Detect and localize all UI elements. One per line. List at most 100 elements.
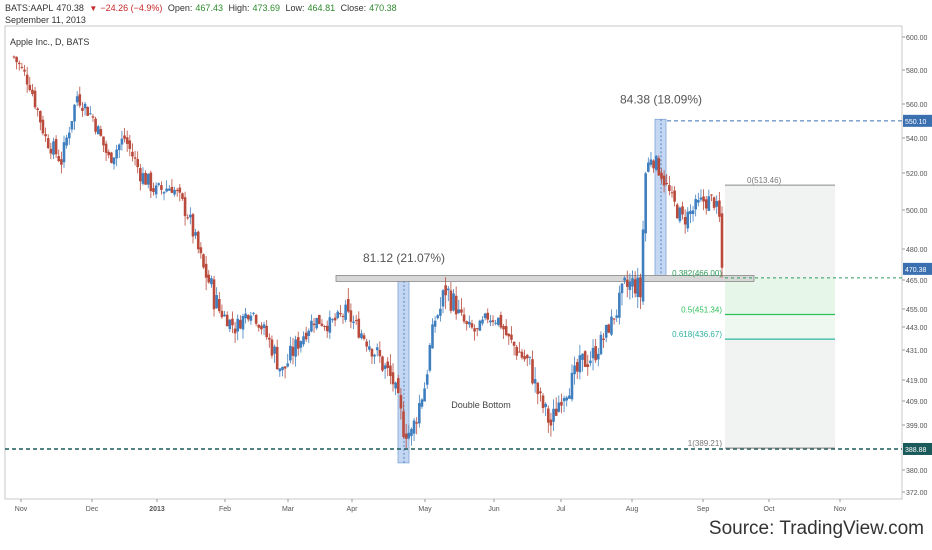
candle-body (339, 312, 342, 315)
fib-zone-upper (725, 185, 835, 278)
candle-body (125, 137, 129, 144)
candle-body (378, 350, 382, 357)
candle-body (99, 129, 103, 136)
x-tick-label: Nov (834, 506, 847, 513)
candle-body (333, 317, 337, 321)
candle-body (262, 324, 266, 328)
candle-body (157, 183, 161, 185)
candle-body (117, 144, 121, 151)
candle-body (523, 356, 526, 360)
candle-body (460, 309, 463, 313)
candle-body (144, 172, 147, 185)
change-value: −24.26 (−4.9%) (100, 3, 163, 13)
candle-body (425, 374, 429, 385)
candle-body (589, 360, 592, 364)
candle-body (273, 346, 276, 354)
candle-body (623, 277, 626, 281)
candle-body (373, 354, 376, 357)
candle-body (281, 366, 284, 371)
candle-body (573, 365, 576, 375)
candle-body (215, 295, 218, 309)
low-value: 464.81 (307, 3, 336, 13)
candle-body (391, 372, 395, 385)
price-marker-label: 550.10 (905, 119, 927, 126)
candle-body (539, 391, 542, 394)
candle-body (510, 334, 513, 340)
candle-body (546, 408, 550, 423)
candle-body (146, 173, 150, 185)
candle-body (512, 341, 516, 346)
candle-body (525, 354, 529, 359)
candle-body (194, 232, 197, 236)
candle-body (615, 315, 619, 318)
candle-body (654, 155, 658, 170)
candle-body (575, 362, 579, 372)
y-tick-label: 500.00 (906, 208, 928, 215)
fib-zone-2 (725, 314, 835, 340)
candle-body (489, 320, 492, 323)
candle-body (431, 324, 434, 349)
candle-body (123, 135, 126, 139)
candle-body (136, 159, 140, 168)
candle-body (544, 403, 547, 407)
plot-frame (4, 25, 903, 500)
candle-body (167, 188, 171, 191)
candle-body (454, 295, 458, 315)
y-tick-label: 409.00 (906, 399, 928, 406)
x-tick-label: Oct (764, 506, 775, 513)
price-marker-label: 388.88 (905, 447, 927, 454)
candle-body (202, 254, 205, 268)
y-tick-label: 560.00 (906, 102, 928, 109)
candle-body (581, 353, 584, 360)
candle-body (515, 346, 519, 356)
candle-body (149, 172, 153, 192)
candle-body (465, 321, 468, 324)
candle-body (412, 420, 416, 434)
candle-body (328, 317, 332, 333)
candle-body (368, 346, 371, 350)
candle-body (428, 345, 432, 371)
candle-body (25, 74, 29, 85)
fib-label-0: 0(513.46) (747, 176, 782, 185)
instrument-label: Apple Inc., D, BATS (10, 37, 90, 47)
date-label: September 11, 2013 (5, 15, 86, 25)
candle-body (294, 339, 297, 357)
candle-body (641, 229, 645, 302)
candle-body (246, 315, 250, 320)
candle-body (341, 315, 345, 317)
candle-body (662, 175, 666, 186)
candle-body (562, 398, 566, 402)
candle-body (291, 346, 295, 356)
candle-body (223, 314, 226, 317)
candle-body (154, 185, 158, 195)
candle-body (207, 274, 211, 283)
candle-body (478, 320, 482, 331)
candle-body (649, 159, 653, 165)
candle-body (112, 157, 116, 165)
candle-body (78, 94, 82, 106)
candle-body (396, 378, 400, 394)
y-tick-label: 540.00 (906, 136, 928, 143)
candle-body (420, 399, 424, 407)
candle-body (228, 319, 232, 330)
candle-body (331, 319, 334, 321)
x-tick-label: Nov (15, 506, 28, 513)
candle-body (639, 277, 642, 298)
candle-body (549, 419, 553, 426)
candle-body (70, 120, 74, 130)
candle-body (486, 312, 490, 320)
candle-body (518, 351, 521, 353)
candle-body (133, 157, 137, 159)
candle-body (75, 96, 79, 103)
candle-body (636, 277, 640, 297)
candle-body (323, 326, 326, 328)
candle-body (270, 339, 274, 356)
candle-body (260, 325, 263, 330)
candle-body (620, 283, 624, 294)
candle-body (418, 403, 421, 424)
x-tick-label: Dec (86, 506, 99, 513)
candle-body (23, 69, 26, 72)
candle-body (275, 346, 279, 370)
x-tick-label: Aug (626, 506, 639, 513)
